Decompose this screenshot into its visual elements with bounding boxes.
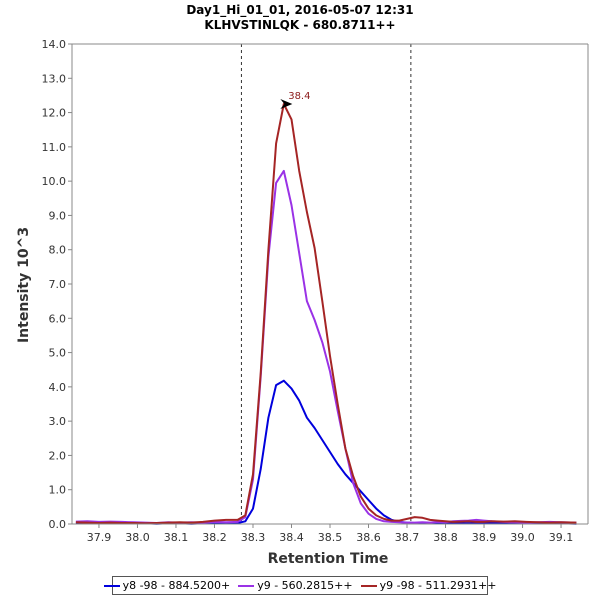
chart-legend: y8 -98 - 884.5200+ y9 - 560.2815++ y9 -98 … — [103, 576, 496, 595]
series-lines: 38.4 — [75, 91, 577, 525]
y-tick-label: 1.0 — [49, 484, 67, 497]
x-tick-label: 39.1 — [549, 531, 574, 544]
peak-label: 38.4 — [288, 91, 310, 102]
x-tick-label: 38.0 — [125, 531, 150, 544]
y-tick-label: 9.0 — [49, 209, 67, 222]
y-tick-label: 2.0 — [49, 449, 67, 462]
y-tick-label: 12.0 — [42, 107, 67, 120]
x-tick-label: 38.3 — [241, 531, 266, 544]
legend-swatch — [103, 584, 120, 587]
legend-swatch — [360, 584, 377, 587]
chart-title: Day1_Hi_01_01, 2016-05-07 12:31 — [186, 3, 413, 18]
plot-background — [72, 44, 588, 524]
x-tick-label: 38.2 — [202, 531, 227, 544]
y-tick-label: 10.0 — [42, 175, 67, 188]
legend-swatch — [238, 584, 255, 587]
x-axis-label: Retention Time — [268, 551, 389, 567]
legend-item-3: y9 -98 - 511.2931++ — [360, 579, 497, 592]
y-tick-label: 7.0 — [49, 278, 67, 291]
peak-arrow-icon — [280, 99, 293, 109]
x-tick-label: 38.9 — [472, 531, 497, 544]
x-tick-label: 38.6 — [356, 531, 381, 544]
y-tick-label: 4.0 — [49, 381, 67, 394]
legend-label: y8 -98 - 884.5200+ — [122, 579, 231, 592]
y-tick-label: 6.0 — [49, 312, 67, 325]
legend-item-1: y8 -98 - 884.5200+ — [103, 579, 231, 592]
x-tick-label: 38.4 — [279, 531, 304, 544]
x-tick-label: 38.1 — [164, 531, 189, 544]
chart-subtitle: KLHVSTINLQK - 680.8711++ — [204, 18, 395, 32]
series-line-3 — [75, 103, 577, 525]
y-tick-label: 13.0 — [42, 72, 67, 85]
y-axis-label: Intensity 10^3 — [16, 227, 32, 343]
legend-item-2: y9 - 560.2815++ — [238, 579, 353, 592]
x-tick-label: 38.7 — [395, 531, 420, 544]
axes: 37.9 38.0 38.1 38.2 38.3 38.4 38.5 38.6 38.7 38.8… — [42, 38, 589, 544]
x-tick-label: 38.8 — [433, 531, 458, 544]
y-tick-label: 5.0 — [49, 347, 67, 360]
plot-area — [72, 44, 588, 524]
legend-label: y9 - 560.2815++ — [257, 579, 353, 592]
y-tick-label: 8.0 — [49, 244, 67, 257]
y-tick-label: 0.0 — [49, 518, 67, 531]
y-tick-label: 14.0 — [42, 38, 67, 51]
legend-label: y9 -98 - 511.2931++ — [379, 579, 497, 592]
x-tick-label: 39.0 — [510, 531, 535, 544]
x-tick-label: 38.5 — [318, 531, 343, 544]
y-tick-label: 3.0 — [49, 415, 67, 428]
y-tick-label: 11.0 — [42, 141, 67, 154]
x-tick-label: 37.9 — [87, 531, 112, 544]
